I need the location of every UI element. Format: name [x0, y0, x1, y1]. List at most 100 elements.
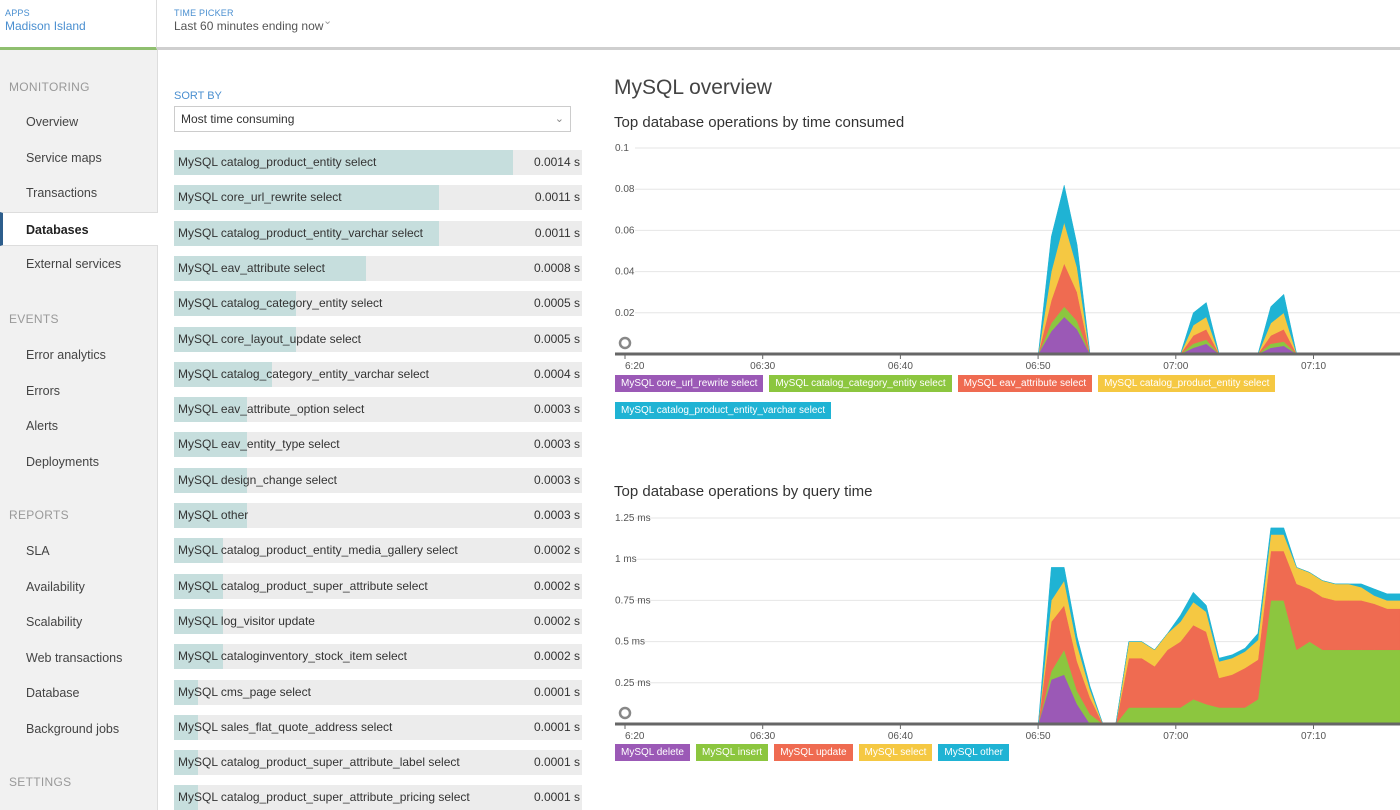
sidebar: MONITORING Overview Service maps Transactio…	[0, 50, 158, 810]
operation-bar	[174, 220, 440, 246]
operation-name: MySQL catalog_category_entity_varchar se…	[178, 366, 430, 381]
operation-row[interactable]: MySQL catalog_product_super_attribute_pr…	[174, 785, 582, 810]
operation-bar	[174, 361, 272, 387]
legend-item-mysql-insert[interactable]: MySQL insert	[696, 744, 769, 761]
operation-bar	[174, 644, 223, 670]
sort-by-label: SORT BY	[174, 90, 222, 102]
time-marker-handle[interactable]	[618, 706, 632, 720]
sidebar-item-overview[interactable]: Overview	[26, 115, 79, 129]
sidebar-item-availability[interactable]: Availability	[26, 579, 85, 594]
chevron-down-icon: ⌄	[554, 113, 564, 125]
operation-name: MySQL catalog_category_entity select	[178, 296, 383, 311]
operation-row[interactable]: MySQL design_change select 0.0003 s	[174, 467, 582, 493]
sidebar-item-service-maps[interactable]: Service maps	[26, 150, 102, 165]
sidebar-item-scalability[interactable]: Scalability	[26, 615, 83, 630]
time-range[interactable]: Last 60 minutes ending now	[174, 19, 324, 33]
operation-value: 0.0001 s	[529, 679, 580, 705]
legend-item-mysql-catalog-category-entity-select[interactable]: MySQL catalog_category_entity select	[769, 375, 952, 392]
app-name[interactable]: Madison Island	[5, 19, 86, 33]
legend-item-mysql-eav-attribute-select[interactable]: MySQL eav_attribute select	[957, 375, 1093, 392]
time-picker-label: TIME PICKER	[174, 8, 234, 18]
sidebar-item-web-transactions[interactable]: Web transactions	[26, 650, 123, 665]
operation-row[interactable]: MySQL catalog_product_entity_varchar sel…	[174, 220, 582, 246]
operation-name: MySQL other	[178, 508, 249, 522]
operation-row[interactable]: MySQL catalog_product_super_attribute se…	[174, 573, 582, 599]
operation-row[interactable]: MySQL other 0.0003 s	[174, 503, 582, 528]
sidebar-item-databases[interactable]: Databases	[0, 211, 158, 246]
operation-value: 0.0002 s	[529, 608, 580, 634]
operation-row[interactable]: MySQL cataloginventory_stock_item select…	[174, 644, 582, 670]
x-tick-label: 06:30	[750, 731, 775, 742]
series-area-mysql-insert[interactable]	[625, 600, 1400, 725]
operation-value: 0.0011 s	[530, 220, 580, 246]
legend-item-mysql-delete[interactable]: MySQL delete	[615, 744, 690, 761]
operation-row[interactable]: MySQL eav_attribute select 0.0008 s	[174, 255, 582, 281]
time-marker-handle[interactable]	[618, 336, 632, 350]
x-tick-label: 06:40	[888, 361, 913, 372]
legend-item-mysql-select[interactable]: MySQL select	[858, 744, 933, 761]
operation-row[interactable]: MySQL catalog_category_entity_varchar se…	[174, 361, 582, 387]
operation-row[interactable]: MySQL log_visitor update 0.0002 s	[174, 608, 582, 634]
sidebar-item-background-jobs[interactable]: Background jobs	[26, 722, 120, 736]
x-tick-label: 06:30	[750, 361, 775, 372]
sidebar-item-external-services[interactable]: External services	[26, 257, 122, 272]
legend-item-mysql-other[interactable]: MySQL other	[938, 744, 1009, 761]
x-tick-label: 06:50	[1026, 731, 1051, 742]
legend-item-mysql-catalog-product-entity-varchar-select[interactable]: MySQL catalog_product_entity_varchar sel…	[615, 402, 832, 419]
operation-bar	[174, 608, 223, 634]
operation-value: 0.0008 s	[529, 255, 580, 281]
operation-row[interactable]: MySQL catalog_product_entity_media_galle…	[174, 538, 582, 564]
chevron-down-icon[interactable]: ⌄	[323, 15, 333, 27]
sidebar-item-alerts[interactable]: Alerts	[26, 419, 58, 434]
operations-list-pane: SORT BY Most time consuming ⌄ MySQL cata…	[174, 50, 584, 810]
series-area-mysql-other[interactable]	[625, 527, 1400, 725]
sidebar-item-sla[interactable]: SLA	[26, 544, 50, 558]
operation-bar	[174, 326, 297, 352]
x-tick-label: 07:10	[1301, 731, 1326, 742]
operation-row[interactable]: MySQL catalog_category_entity select 0.00…	[174, 291, 582, 317]
operation-name: MySQL core_layout_update select	[178, 331, 361, 346]
operation-name: MySQL cms_page select	[178, 684, 311, 699]
sidebar-section-reports: REPORTS	[9, 508, 69, 522]
chart-title-time-consumed: Top database operations by time consumed	[614, 114, 905, 131]
operation-bar	[174, 785, 199, 810]
operation-row[interactable]: MySQL core_url_rewrite select 0.0011 s	[174, 185, 582, 211]
sidebar-item-transactions[interactable]: Transactions	[26, 186, 98, 201]
operation-row[interactable]: MySQL eav_attribute_option select 0.0003 …	[174, 397, 582, 423]
app-selector[interactable]: APPS Madison Island	[0, 0, 157, 50]
sidebar-item-error-analytics[interactable]: Error analytics	[26, 348, 106, 362]
operation-row[interactable]: MySQL catalog_product_super_attribute_la…	[174, 750, 582, 776]
operation-row[interactable]: MySQL catalog_product_entity select 0.001…	[174, 150, 582, 175]
sidebar-item-errors[interactable]: Errors	[26, 383, 61, 398]
legend-item-mysql-core-url-rewrite-select[interactable]: MySQL core_url_rewrite select	[615, 375, 764, 392]
main-content: MySQL overview Top database operations b…	[600, 50, 1400, 810]
operation-value: 0.0002 s	[529, 644, 580, 670]
operation-row[interactable]: MySQL eav_entity_type select 0.0003 s	[174, 432, 582, 458]
chart-title-query-time: Top database operations by query time	[614, 483, 873, 500]
x-tick-label: 06:50	[1026, 361, 1051, 372]
operation-name: MySQL core_url_rewrite select	[178, 190, 342, 205]
operation-row[interactable]: MySQL core_layout_update select 0.0005 s	[174, 326, 582, 352]
sidebar-item-deployments[interactable]: Deployments	[26, 454, 99, 469]
sort-select[interactable]: Most time consuming ⌄	[174, 106, 571, 132]
y-tick-label: 0.5 ms	[615, 637, 645, 648]
operation-row[interactable]: MySQL sales_flat_quote_address select 0.0…	[174, 714, 582, 740]
operation-bar	[174, 679, 199, 705]
operation-name: MySQL catalog_product_entity_media_galle…	[178, 543, 458, 558]
operation-name: MySQL catalog_product_super_attribute_pr…	[178, 790, 470, 805]
chart-query-time: 1.25 ms 1 ms 0.75 ms 0.5 ms 0.25 ms 6:20 06:30…	[615, 513, 1400, 742]
sidebar-item-database[interactable]: Database	[26, 686, 80, 701]
time-picker[interactable]: TIME PICKER Last 60 minutes ending now	[174, 8, 323, 33]
x-tick-label: 07:00	[1163, 361, 1188, 372]
legend-item-mysql-update[interactable]: MySQL update	[774, 744, 853, 761]
operation-name: MySQL eav_attribute select	[178, 260, 325, 275]
operation-value: 0.0005 s	[529, 291, 580, 317]
legend-query-time: MySQL delete MySQL insert MySQL update MySQ…	[615, 744, 1375, 771]
operation-value: 0.0002 s	[529, 573, 580, 599]
top-bar: APPS Madison Island TIME PICKER Last 60 …	[0, 0, 1400, 50]
operation-value: 0.0001 s	[529, 714, 580, 740]
operation-name: MySQL catalog_product_super_attribute_la…	[178, 755, 460, 770]
operation-row[interactable]: MySQL cms_page select 0.0001 s	[174, 679, 582, 705]
legend-item-mysql-catalog-product-entity-select[interactable]: MySQL catalog_product_entity select	[1098, 375, 1276, 392]
operation-name: MySQL eav_entity_type select	[178, 437, 340, 452]
